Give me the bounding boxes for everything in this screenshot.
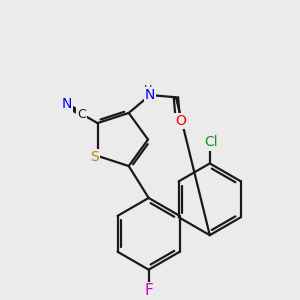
- Text: N: N: [145, 88, 155, 102]
- Text: F: F: [144, 283, 153, 298]
- Text: S: S: [90, 150, 99, 164]
- Text: Cl: Cl: [204, 136, 218, 149]
- Text: C: C: [77, 108, 85, 121]
- Text: H: H: [144, 85, 152, 95]
- Text: N: N: [61, 97, 72, 111]
- Text: O: O: [175, 114, 186, 128]
